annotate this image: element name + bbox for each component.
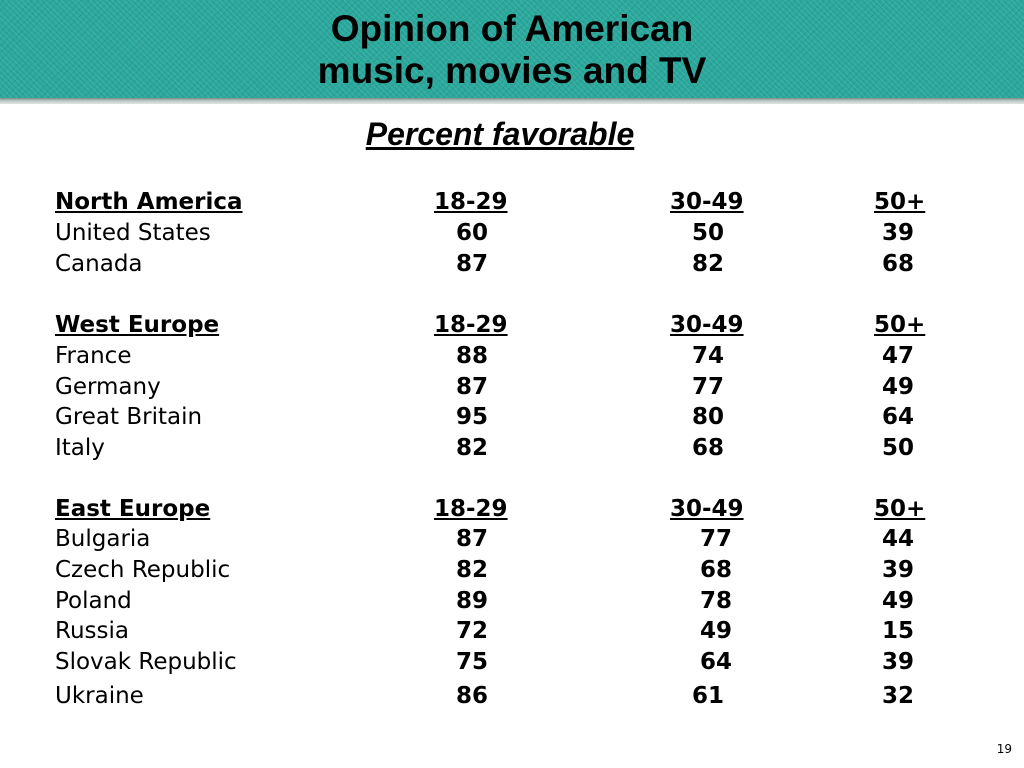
slide-title: Opinion of American music, movies and TV: [0, 8, 1024, 92]
page-number: 19: [996, 742, 1012, 756]
column-header-30-49: 30-49: [670, 189, 744, 215]
table-row: Canada 87 82 68: [0, 249, 1024, 279]
value-18-29: 86: [455, 683, 488, 709]
table-row: Ukraine 86 61 32: [0, 681, 1024, 711]
value-50-plus: 47: [881, 343, 914, 369]
title-banner: [0, 0, 1024, 98]
value-30-49: 74: [691, 343, 724, 369]
table-row: Slovak Republic 75 64 39: [0, 647, 1024, 677]
value-50-plus: 49: [881, 588, 914, 614]
table-subtitle-text: Percent favorable: [365, 116, 635, 152]
value-50-plus: 50: [881, 435, 914, 461]
value-50-plus: 39: [881, 649, 914, 675]
country-name: France: [55, 343, 132, 369]
value-50-plus: 32: [881, 683, 914, 709]
column-header-50-plus: 50+: [874, 496, 926, 522]
value-18-29: 82: [455, 557, 488, 583]
country-name: United States: [55, 220, 211, 246]
value-30-49: 61: [691, 683, 724, 709]
country-name: Russia: [55, 618, 129, 644]
value-30-49: 68: [699, 557, 732, 583]
group-name: East Europe: [55, 496, 211, 522]
table-row: Poland 89 78 49: [0, 586, 1024, 616]
group-header-east-europe: East Europe 18-29 30-49 50+: [0, 494, 1024, 524]
column-header-18-29: 18-29: [434, 312, 508, 338]
slide-title-line-2: music, movies and TV: [317, 50, 707, 91]
country-name: Italy: [55, 435, 105, 461]
column-header-18-29: 18-29: [434, 496, 508, 522]
country-name: Czech Republic: [55, 557, 231, 583]
value-50-plus: 15: [881, 618, 914, 644]
value-50-plus: 44: [881, 526, 914, 552]
value-18-29: 87: [455, 251, 488, 277]
country-name: Great Britain: [55, 404, 203, 430]
group-header-north-america: North America 18-29 30-49 50+: [0, 187, 1024, 217]
slide-title-line-1: Opinion of American: [330, 8, 694, 49]
value-50-plus: 68: [881, 251, 914, 277]
group-name: West Europe: [55, 312, 220, 338]
country-name: Poland: [55, 588, 132, 614]
group-header-west-europe: West Europe 18-29 30-49 50+: [0, 310, 1024, 340]
table-subtitle: Percent favorable: [0, 114, 1000, 154]
value-30-49: 77: [691, 374, 724, 400]
value-18-29: 82: [455, 435, 488, 461]
value-18-29: 89: [455, 588, 488, 614]
table-row: Germany 87 77 49: [0, 372, 1024, 402]
table-row: Russia 72 49 15: [0, 616, 1024, 646]
value-18-29: 60: [455, 220, 488, 246]
value-30-49: 49: [699, 618, 732, 644]
column-header-50-plus: 50+: [874, 189, 926, 215]
value-50-plus: 39: [881, 220, 914, 246]
table-row: France 88 74 47: [0, 341, 1024, 371]
value-18-29: 88: [455, 343, 488, 369]
country-name: Bulgaria: [55, 526, 151, 552]
title-divider: [0, 98, 1024, 104]
column-header-30-49: 30-49: [670, 312, 744, 338]
column-header-30-49: 30-49: [670, 496, 744, 522]
value-30-49: 68: [691, 435, 724, 461]
table-row: Czech Republic 82 68 39: [0, 555, 1024, 585]
table-row: United States 60 50 39: [0, 218, 1024, 248]
value-30-49: 80: [691, 404, 724, 430]
value-50-plus: 39: [881, 557, 914, 583]
country-name: Germany: [55, 374, 161, 400]
group-name: North America: [55, 189, 243, 215]
value-18-29: 95: [455, 404, 488, 430]
column-header-18-29: 18-29: [434, 189, 508, 215]
country-name: Slovak Republic: [55, 649, 237, 675]
table-row: Great Britain 95 80 64: [0, 402, 1024, 432]
value-50-plus: 64: [881, 404, 914, 430]
table-row: Bulgaria 87 77 44: [0, 524, 1024, 554]
value-18-29: 72: [455, 618, 488, 644]
value-18-29: 75: [455, 649, 488, 675]
table-row: Italy 82 68 50: [0, 433, 1024, 463]
value-30-49: 78: [699, 588, 732, 614]
country-name: Canada: [55, 251, 143, 277]
value-50-plus: 49: [881, 374, 914, 400]
country-name: Ukraine: [55, 683, 144, 709]
column-header-50-plus: 50+: [874, 312, 926, 338]
value-30-49: 77: [699, 526, 732, 552]
value-18-29: 87: [455, 526, 488, 552]
value-30-49: 82: [691, 251, 724, 277]
value-30-49: 64: [699, 649, 732, 675]
value-30-49: 50: [691, 220, 724, 246]
value-18-29: 87: [455, 374, 488, 400]
